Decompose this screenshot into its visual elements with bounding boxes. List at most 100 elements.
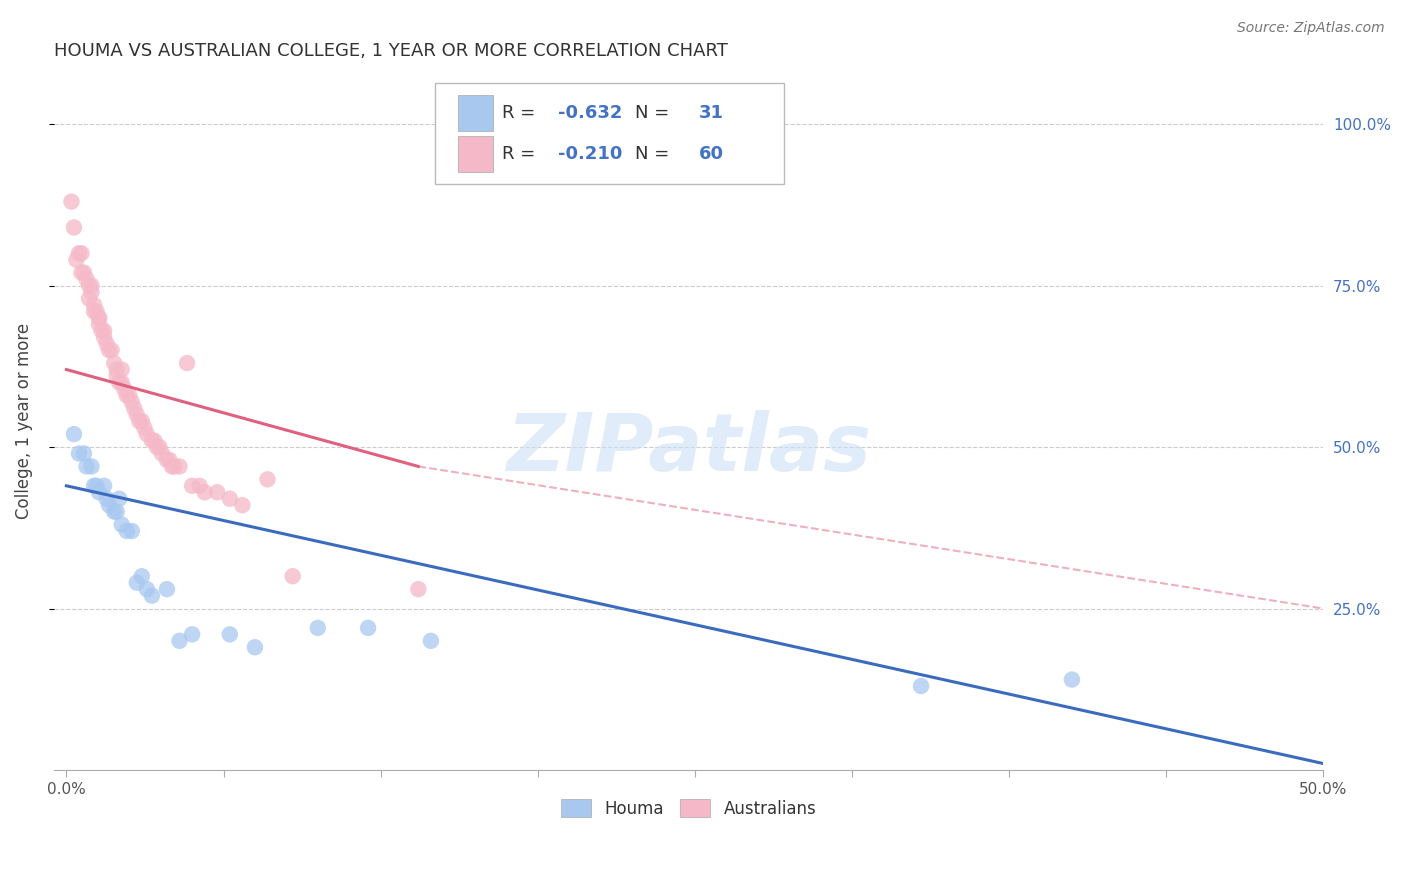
Point xyxy=(73,266,96,280)
Point xyxy=(98,343,121,358)
Point xyxy=(80,285,103,299)
Point xyxy=(131,414,153,428)
Point xyxy=(80,278,103,293)
Point xyxy=(76,459,98,474)
Point xyxy=(105,362,128,376)
Point xyxy=(67,446,90,460)
Legend: Houma, Australians: Houma, Australians xyxy=(554,792,823,824)
Point xyxy=(231,498,253,512)
Point xyxy=(98,498,121,512)
Point xyxy=(131,569,153,583)
Point xyxy=(128,414,150,428)
Point xyxy=(141,589,163,603)
Text: N =: N = xyxy=(636,145,675,163)
Point xyxy=(100,343,122,358)
FancyBboxPatch shape xyxy=(434,83,783,184)
Point xyxy=(112,382,135,396)
Point xyxy=(77,278,100,293)
Text: 60: 60 xyxy=(699,145,724,163)
Point xyxy=(111,362,134,376)
Point xyxy=(408,582,430,596)
Point xyxy=(63,427,86,442)
Point xyxy=(105,369,128,384)
Point xyxy=(70,266,93,280)
Point xyxy=(111,517,134,532)
Point xyxy=(96,336,118,351)
Point xyxy=(194,485,217,500)
Text: 31: 31 xyxy=(699,103,724,122)
Point xyxy=(108,491,131,506)
Point xyxy=(65,252,87,267)
Point xyxy=(90,324,112,338)
Point xyxy=(218,627,240,641)
Point xyxy=(77,292,100,306)
Point xyxy=(115,524,138,538)
Point xyxy=(83,298,105,312)
Point xyxy=(76,272,98,286)
Point xyxy=(93,479,115,493)
Point xyxy=(103,356,125,370)
Point xyxy=(103,505,125,519)
Point xyxy=(87,318,110,332)
Point xyxy=(86,304,108,318)
Text: -0.632: -0.632 xyxy=(558,103,623,122)
Point xyxy=(159,453,181,467)
Text: N =: N = xyxy=(636,103,675,122)
Point xyxy=(188,479,211,493)
Point xyxy=(80,459,103,474)
Point xyxy=(70,246,93,260)
Point xyxy=(135,582,157,596)
Point xyxy=(169,633,191,648)
Point xyxy=(218,491,240,506)
Text: Source: ZipAtlas.com: Source: ZipAtlas.com xyxy=(1237,21,1385,35)
FancyBboxPatch shape xyxy=(457,136,494,172)
Point xyxy=(256,472,278,486)
Point xyxy=(87,485,110,500)
Point xyxy=(93,330,115,344)
Point xyxy=(93,324,115,338)
Point xyxy=(121,524,143,538)
Point xyxy=(160,459,183,474)
Point xyxy=(83,479,105,493)
Point xyxy=(143,434,166,448)
Point xyxy=(121,394,143,409)
Point xyxy=(141,434,163,448)
Point xyxy=(134,420,156,434)
Point xyxy=(163,459,186,474)
Point xyxy=(86,479,108,493)
Point xyxy=(83,304,105,318)
Point xyxy=(181,479,204,493)
Point xyxy=(118,388,141,402)
Point xyxy=(181,627,204,641)
Point xyxy=(419,633,441,648)
Text: HOUMA VS AUSTRALIAN COLLEGE, 1 YEAR OR MORE CORRELATION CHART: HOUMA VS AUSTRALIAN COLLEGE, 1 YEAR OR M… xyxy=(53,42,728,60)
Point xyxy=(96,491,118,506)
Point xyxy=(124,401,146,416)
Point xyxy=(207,485,229,500)
Point xyxy=(910,679,932,693)
Y-axis label: College, 1 year or more: College, 1 year or more xyxy=(15,323,32,519)
Point xyxy=(307,621,329,635)
Point xyxy=(111,376,134,390)
Text: R =: R = xyxy=(502,145,541,163)
Point xyxy=(125,575,148,590)
Text: -0.210: -0.210 xyxy=(558,145,623,163)
Point xyxy=(115,388,138,402)
Point xyxy=(73,446,96,460)
Point xyxy=(87,310,110,325)
Point xyxy=(156,582,179,596)
Point xyxy=(148,440,170,454)
Point xyxy=(63,220,86,235)
Point xyxy=(87,310,110,325)
Point xyxy=(357,621,380,635)
Point xyxy=(67,246,90,260)
Point xyxy=(243,640,266,655)
Point xyxy=(156,453,179,467)
Point xyxy=(108,376,131,390)
FancyBboxPatch shape xyxy=(457,95,494,131)
Text: ZIPatlas: ZIPatlas xyxy=(506,410,872,488)
Point xyxy=(150,446,173,460)
Point xyxy=(176,356,198,370)
Text: R =: R = xyxy=(502,103,541,122)
Point xyxy=(146,440,169,454)
